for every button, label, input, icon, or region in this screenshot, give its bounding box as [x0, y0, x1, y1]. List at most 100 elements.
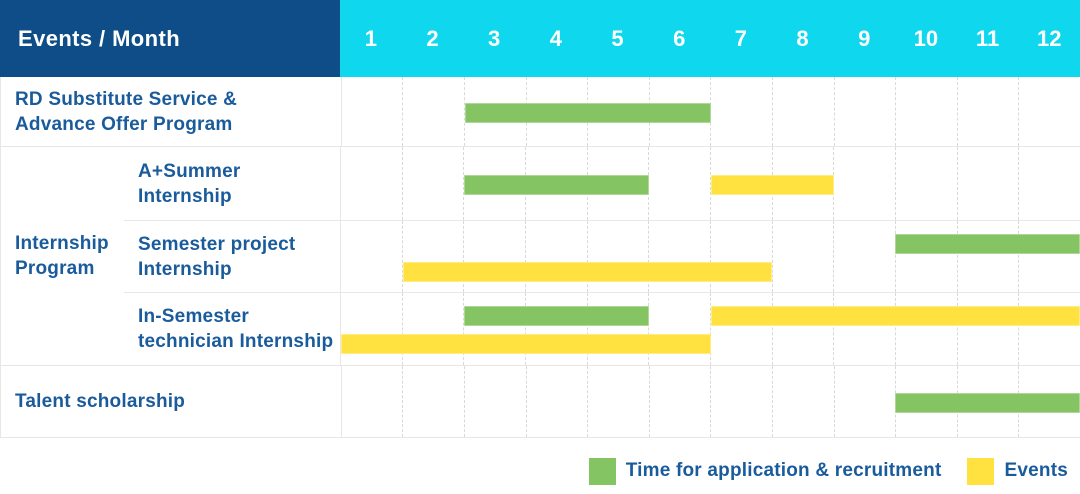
month-label: 12 [1036, 25, 1062, 51]
yellow-bar [710, 174, 834, 195]
legend-item-events: Events [967, 457, 1068, 485]
legend-label: Time for application & recruitment [625, 460, 942, 481]
green-bar [895, 392, 1080, 413]
green-bar [464, 102, 711, 123]
month-gridline-column [956, 147, 1019, 220]
month-gridline-column [1018, 147, 1080, 220]
month-gridline-column [710, 221, 772, 292]
month-gridline-column [648, 221, 710, 292]
month-gridline-column [402, 366, 464, 437]
row-label-line: Advance Offer Program [15, 113, 233, 135]
legend-label: Events [1004, 460, 1068, 481]
month-gridline-column [463, 366, 526, 437]
month-gridline-column [463, 77, 526, 146]
month-gridline-column [956, 293, 1019, 365]
month-gridline-column [587, 366, 649, 437]
sub-row-label: In-Semester technician Internship [124, 293, 340, 365]
row-label-line: A+Summer [138, 160, 241, 182]
month-gridline-column [895, 147, 957, 220]
row-chart-area [340, 221, 1080, 292]
month-gridline-column [771, 221, 834, 292]
legend-item-application: Time for application & recruitment [588, 457, 942, 485]
month-label: 11 [975, 25, 1000, 51]
month-label: 4 [549, 25, 562, 51]
green-bar [464, 174, 649, 195]
row-chart-area [340, 77, 1080, 146]
month-gridline-column [586, 293, 649, 365]
month-gridline-column [771, 77, 834, 146]
row-chart-area [340, 293, 1080, 365]
month-label: 3 [488, 25, 501, 51]
yellow-bar [710, 306, 1080, 326]
table-body: RD Substitute Service & Advance Offer Pro… [0, 77, 1080, 438]
row-label-line: RD Substitute Service & [15, 88, 238, 110]
month-gridline-column [833, 221, 895, 292]
group-label: Internship Program [1, 147, 124, 366]
month-gridline-column [895, 221, 957, 292]
row-label: RD Substitute Service & Advance Offer Pro… [1, 77, 341, 146]
yellow-bar [402, 262, 773, 282]
month-gridline-column [648, 366, 711, 437]
month-gridline-column [402, 77, 464, 146]
month-gridline-column [648, 147, 710, 220]
month-gridline-column [401, 293, 464, 365]
table-row: In-Semester technician Internship [124, 293, 1080, 366]
table-header: Events / Month 1 2 3 4 5 6 7 8 9 10 11 12 [0, 0, 1080, 77]
month-gridline-column [401, 147, 464, 220]
row-label-line: Talent scholarship [15, 391, 186, 412]
row-label-line: technician Internship [138, 331, 334, 352]
month-label: 8 [796, 25, 809, 51]
month-label: 10 [913, 25, 939, 51]
group-sub-rows: A+Summer Internship Semester project Intern… [124, 147, 1080, 366]
row-label: Talent scholarship [1, 366, 341, 437]
month-label: 1 [364, 25, 377, 51]
row-label-line: In-Semester [138, 306, 249, 327]
table-row: A+Summer Internship [124, 147, 1080, 221]
month-gridline-column [463, 147, 525, 220]
row-chart-area [340, 366, 1080, 437]
sub-row-label: Semester project Internship [124, 221, 340, 292]
month-gridline-column [771, 366, 834, 437]
row-chart-area [340, 147, 1080, 220]
month-gridline-column [648, 293, 710, 365]
month-gridline-column [1018, 221, 1080, 292]
green-legend-swatch [588, 457, 616, 485]
month-gridline-column [956, 77, 1019, 146]
row-label-line: Internship [15, 233, 109, 254]
table-row: Talent scholarship [1, 366, 1080, 438]
month-gridline-column [895, 77, 957, 146]
row-label-line: Internship [138, 258, 232, 280]
month-gridline-column [525, 366, 588, 437]
table-row: RD Substitute Service & Advance Offer Pro… [1, 77, 1080, 147]
row-label-line: Program [15, 258, 95, 279]
month-label: 2 [426, 25, 439, 51]
month-header-row: 1 2 3 4 5 6 7 8 9 10 11 12 [340, 0, 1080, 77]
month-label: 7 [734, 25, 747, 51]
month-gridline-column [463, 293, 525, 365]
month-gridline-column [1018, 77, 1080, 146]
table-row: Semester project Internship [124, 221, 1080, 293]
events-month-header: Events / Month [0, 0, 340, 77]
row-group: Internship Program A+Summer Internship Semes… [1, 147, 1080, 366]
month-gridline-column [525, 293, 587, 365]
month-gridline-column [833, 77, 896, 146]
green-bar [464, 306, 649, 326]
month-label: 6 [673, 25, 686, 51]
month-gridline-column [833, 366, 896, 437]
month-gridline-column [710, 293, 772, 365]
month-gridline-column [771, 293, 834, 365]
month-gridline-column [956, 221, 1019, 292]
month-label: 9 [858, 25, 871, 51]
month-gridline-column [341, 221, 402, 292]
row-label-line: Internship [138, 185, 232, 207]
green-bar [895, 234, 1080, 254]
month-gridline-column [463, 221, 525, 292]
row-label-line: Semester project [138, 233, 296, 255]
month-label: 5 [611, 25, 624, 51]
month-gridline-column [895, 293, 957, 365]
sub-row-label: A+Summer Internship [124, 147, 340, 220]
month-gridline-column [586, 221, 649, 292]
month-gridline-column [341, 147, 402, 220]
yellow-legend-swatch [967, 457, 995, 485]
